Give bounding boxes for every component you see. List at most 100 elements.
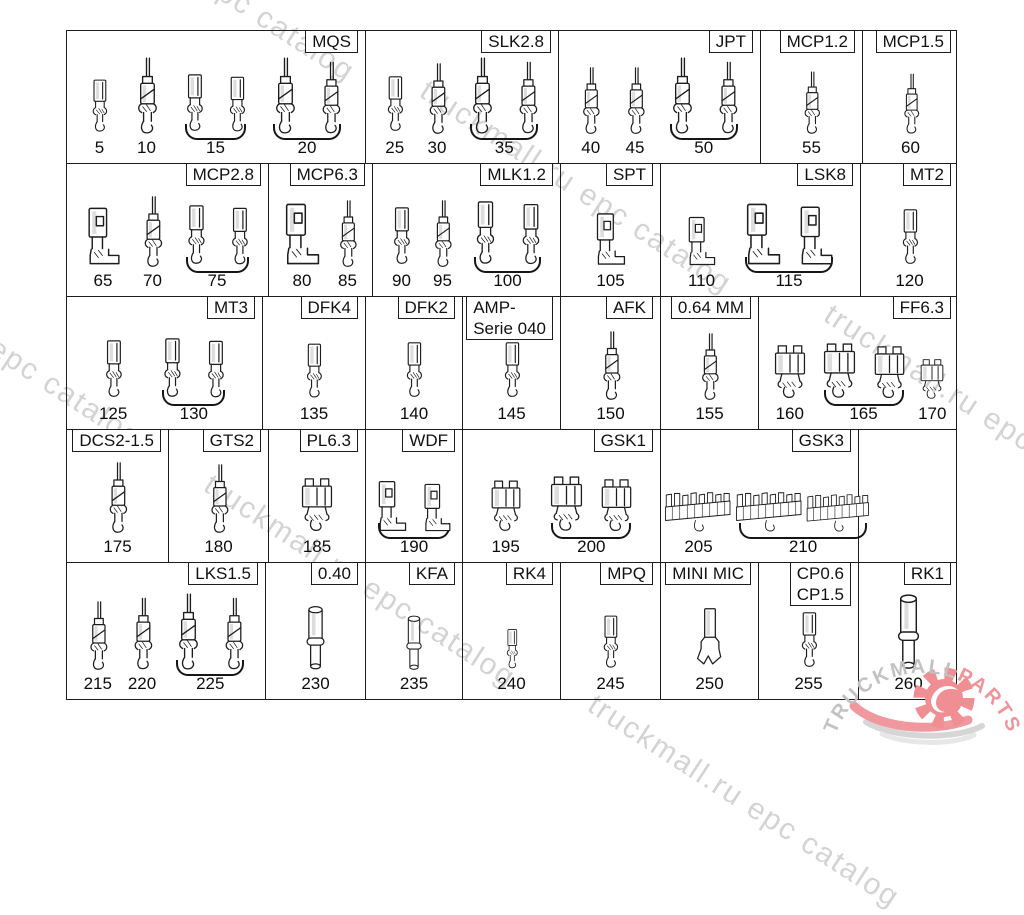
catalog-item[interactable]: 95 <box>428 200 457 291</box>
terminal-pair <box>469 198 546 273</box>
cell-label: FF6.3 <box>892 296 951 319</box>
catalog-item[interactable]: 115 <box>740 200 838 291</box>
catalog-item[interactable]: 25 <box>381 73 409 158</box>
term2-terminal-icon <box>218 597 249 671</box>
terminal-pair <box>268 57 346 140</box>
catalog-item[interactable]: 175 <box>102 462 133 557</box>
term1-terminal-icon <box>498 339 526 401</box>
cell-empty <box>859 430 958 562</box>
catalog-item[interactable]: 195 <box>487 480 525 557</box>
flag-terminal-icon <box>740 200 786 268</box>
catalog-item[interactable]: 200 <box>546 476 636 557</box>
item-number: 80 <box>292 271 312 290</box>
catalog-item[interactable]: 120 <box>895 206 924 291</box>
catalog-item[interactable]: 215 <box>83 601 113 694</box>
catalog-item[interactable]: 85 <box>333 200 362 291</box>
term1-terminal-icon <box>157 335 187 401</box>
catalog-item[interactable]: 75 <box>181 202 254 291</box>
cell-dcs2-1.5: DCS2-1.5 175 <box>67 429 169 562</box>
term1-terminal-icon <box>502 627 522 671</box>
catalog-item[interactable]: 10 <box>130 57 163 158</box>
item-number: 35 <box>494 138 514 157</box>
catalog-item[interactable]: 110 <box>683 214 720 291</box>
catalog-item[interactable]: 145 <box>497 339 526 424</box>
terminal-pair <box>373 478 455 539</box>
cell-gts2: GTS2 180 <box>169 429 269 562</box>
catalog-item[interactable]: 60 <box>898 73 924 158</box>
catalog-item[interactable]: 135 <box>300 341 328 424</box>
item-number: 85 <box>338 271 357 290</box>
catalog-item[interactable]: 80 <box>279 200 325 291</box>
catalog-item[interactable]: 255 <box>794 609 823 694</box>
catalog-item[interactable]: 240 <box>497 627 526 694</box>
catalog-item[interactable]: 100 <box>469 198 546 291</box>
catalog-item[interactable]: 245 <box>596 613 625 694</box>
catalog-item[interactable]: 50 <box>665 57 743 158</box>
catalog-item[interactable]: 210 <box>734 492 872 557</box>
cell-label: CP0.6 CP1.5 <box>789 562 851 606</box>
catalog-item[interactable]: 40 <box>576 67 605 158</box>
catalog-item[interactable]: 160 <box>770 345 810 424</box>
catalog-item[interactable]: 155 <box>695 333 724 424</box>
catalog-item[interactable]: 180 <box>204 464 234 557</box>
cell-mcp6.3: MCP6.3 80 85 <box>269 163 373 296</box>
catalog-item[interactable]: 140 <box>400 339 428 424</box>
catalog-item[interactable]: 55 <box>798 71 825 158</box>
catalog-item[interactable]: 30 <box>422 63 453 158</box>
catalog-item[interactable]: 15 <box>180 71 251 158</box>
brand-logo: TRUCKMALLPARTS <box>820 656 1022 745</box>
term1-terminal-icon <box>896 206 924 268</box>
term2-terminal-icon <box>102 462 133 534</box>
terminal-pair <box>465 57 543 140</box>
catalog-item[interactable]: 170 <box>917 359 947 424</box>
item-number: 140 <box>399 404 429 423</box>
term1-terminal-icon <box>86 77 113 135</box>
term2-terminal-icon <box>695 333 724 401</box>
cell-items <box>859 430 958 562</box>
cell-lsk8: LSK8 110 115 <box>661 163 861 296</box>
cell-afk: AFK 150 <box>561 296 661 429</box>
wire-loop-icon <box>185 124 246 140</box>
catalog-item[interactable]: 105 <box>591 210 630 291</box>
catalog-item[interactable]: 90 <box>387 204 416 291</box>
wire-loop-icon <box>745 257 833 273</box>
terminal-pair <box>665 57 743 140</box>
cell-items: 110 115 <box>661 164 860 296</box>
catalog-item[interactable]: 205 <box>663 492 734 557</box>
catalog-item[interactable]: 220 <box>127 597 158 694</box>
item-number: 155 <box>695 404 724 423</box>
cell-items: 125 130 <box>67 297 262 429</box>
catalog-item[interactable]: 190 <box>373 478 455 557</box>
catalog-item[interactable]: 185 <box>297 478 337 557</box>
cell-label: MT2 <box>903 163 951 186</box>
catalog-item[interactable]: 45 <box>621 67 650 158</box>
catalog-item[interactable]: 165 <box>819 343 909 424</box>
term2-terminal-icon <box>127 597 158 671</box>
catalog-item[interactable]: 230 <box>301 605 330 694</box>
comb-terminal-icon <box>663 492 734 534</box>
cell-label: 0.64 MM <box>670 296 751 319</box>
cell-label: MLK1.2 <box>480 163 553 186</box>
catalog-item[interactable]: 5 <box>86 77 113 158</box>
catalog-item[interactable]: 35 <box>465 57 543 158</box>
cell-items: 160 165 170 <box>759 297 958 429</box>
catalog-item[interactable]: 235 <box>400 615 428 694</box>
catalog-item[interactable]: 225 <box>171 593 249 694</box>
term2-terminal-icon <box>422 63 453 135</box>
catalog-item[interactable]: 125 <box>99 337 128 424</box>
cell-items: 25 30 35 <box>366 31 558 163</box>
gear-icon <box>913 667 975 729</box>
catalog-item[interactable]: 130 <box>157 335 230 424</box>
cell-label: SLK2.8 <box>481 30 551 53</box>
cell-items: 250 <box>661 563 758 699</box>
catalog-item[interactable]: 150 <box>596 331 626 424</box>
cell-rk4: RK4 240 <box>463 562 561 699</box>
catalog-item[interactable]: 20 <box>268 57 346 158</box>
catalog-item[interactable]: 70 <box>137 196 168 291</box>
cell-wdf: WDF 190 <box>366 429 463 562</box>
terminal-pair <box>740 200 838 273</box>
item-number: 170 <box>918 404 947 423</box>
catalog-item[interactable]: 250 <box>694 607 726 694</box>
term2-terminal-icon <box>465 57 498 135</box>
catalog-item[interactable]: 65 <box>82 204 125 291</box>
